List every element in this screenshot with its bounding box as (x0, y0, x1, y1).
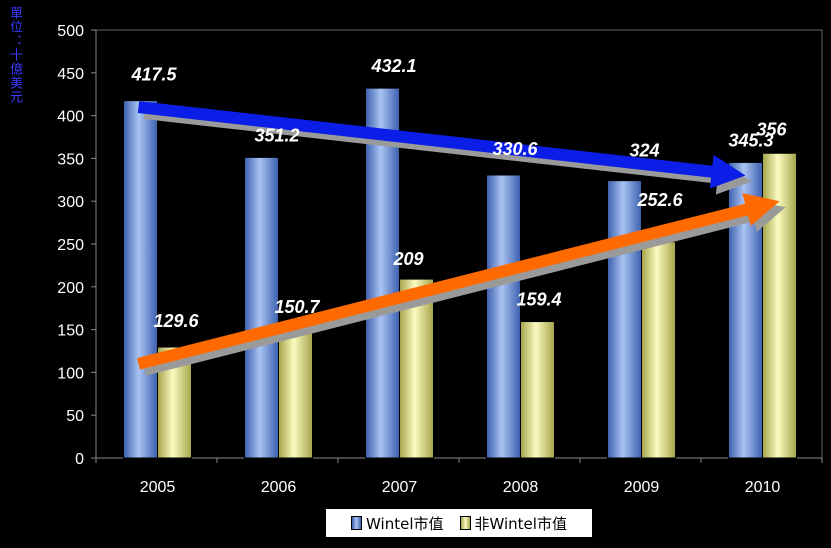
legend-label-non-wintel: 非Wintel市值 (474, 514, 567, 533)
data-label-wintel--2008: 330.6 (493, 139, 539, 159)
y-tick-label: 200 (57, 280, 84, 297)
y-tick-label: 150 (57, 323, 84, 340)
legend-swatch-wintel (351, 516, 363, 530)
bar-wintel--2008 (486, 174, 521, 459)
legend: Wintel市值 非Wintel市值 (325, 508, 593, 538)
data-label--wintel--2009: 252.6 (637, 190, 684, 210)
x-tick-label: 2006 (261, 479, 297, 496)
x-tick-label: 2005 (140, 479, 176, 496)
legend-swatch-non-wintel (459, 516, 471, 530)
data-label--wintel--2005: 129.6 (154, 311, 200, 331)
data-label-wintel--2009: 324 (630, 141, 660, 161)
y-tick-label: 250 (57, 237, 84, 254)
non-wintel-trend-arrow (137, 193, 780, 370)
legend-item-non-wintel: 非Wintel市值 (459, 513, 567, 534)
bar--wintel--2009 (641, 241, 676, 459)
data-label--wintel--2010: 356 (757, 119, 788, 139)
bar--wintel--2008 (520, 321, 555, 459)
y-tick-label: 350 (57, 151, 84, 168)
legend-item-wintel: Wintel市值 (351, 513, 444, 534)
y-tick-label: 450 (57, 66, 84, 83)
x-tick-label: 2008 (503, 479, 539, 496)
data-label--wintel--2006: 150.7 (275, 297, 321, 317)
y-axis-unit-label: 單位：十億美元 (7, 6, 22, 104)
y-tick-label: 100 (57, 365, 84, 382)
y-tick-label: 400 (57, 109, 84, 126)
data-label--wintel--2007: 209 (393, 249, 424, 269)
y-tick-label: 0 (75, 451, 84, 468)
data-label-wintel--2007: 432.1 (371, 56, 417, 76)
x-tick-label: 2010 (745, 479, 781, 496)
data-label-wintel--2006: 351.2 (255, 125, 300, 145)
x-tick-label: 2007 (382, 479, 418, 496)
y-tick-label: 500 (57, 23, 84, 40)
bar-wintel--2006 (244, 156, 279, 459)
bar-wintel--2007 (365, 87, 400, 459)
bar--wintel--2006 (278, 328, 313, 459)
y-tick-label: 50 (66, 408, 84, 425)
data-label-wintel--2005: 417.5 (131, 65, 178, 85)
data-label-wintel--2010: 345.3 (729, 130, 774, 150)
y-tick-label: 300 (57, 194, 84, 211)
x-tick-label: 2009 (624, 479, 660, 496)
wintel-trend-arrow (137, 101, 746, 189)
bar-wintel--2005 (123, 100, 158, 459)
bar-wintel--2009 (607, 180, 642, 459)
plot-area (95, 29, 823, 459)
data-label--wintel--2008: 159.4 (517, 290, 562, 310)
legend-label-wintel: Wintel市值 (366, 514, 444, 533)
